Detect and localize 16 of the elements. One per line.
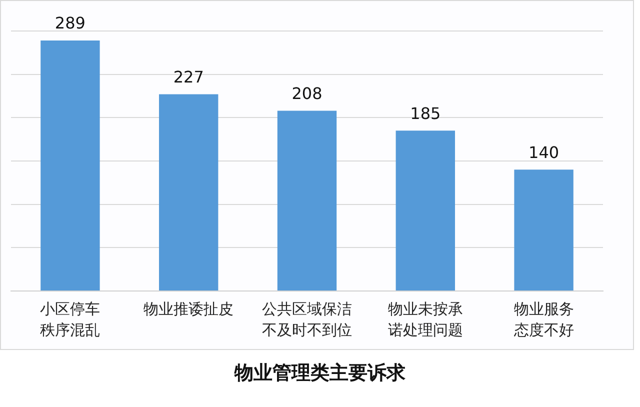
x-tick-label: 公共区域保洁不及时不到位 — [261, 299, 353, 341]
data-label: 227 — [173, 67, 204, 86]
bar — [40, 40, 100, 290]
data-label: 289 — [54, 14, 86, 33]
bar — [514, 170, 574, 290]
text: 物业管理类主要诉求 — [233, 361, 406, 386]
data-label: 185 — [410, 104, 441, 123]
data-label: 140 — [528, 142, 560, 162]
x-tick-label: 小区停车秩序混乱 — [39, 299, 102, 341]
bar — [396, 130, 455, 290]
bar — [277, 110, 337, 290]
x-tick-label: 物业未按承诺处理问题 — [386, 299, 464, 341]
x-tick-label: 物业推诿扯皮 — [142, 299, 235, 320]
x-tick-label: 物业服务态度不好 — [512, 299, 575, 341]
bar — [159, 94, 218, 290]
data-label: 208 — [292, 84, 322, 103]
